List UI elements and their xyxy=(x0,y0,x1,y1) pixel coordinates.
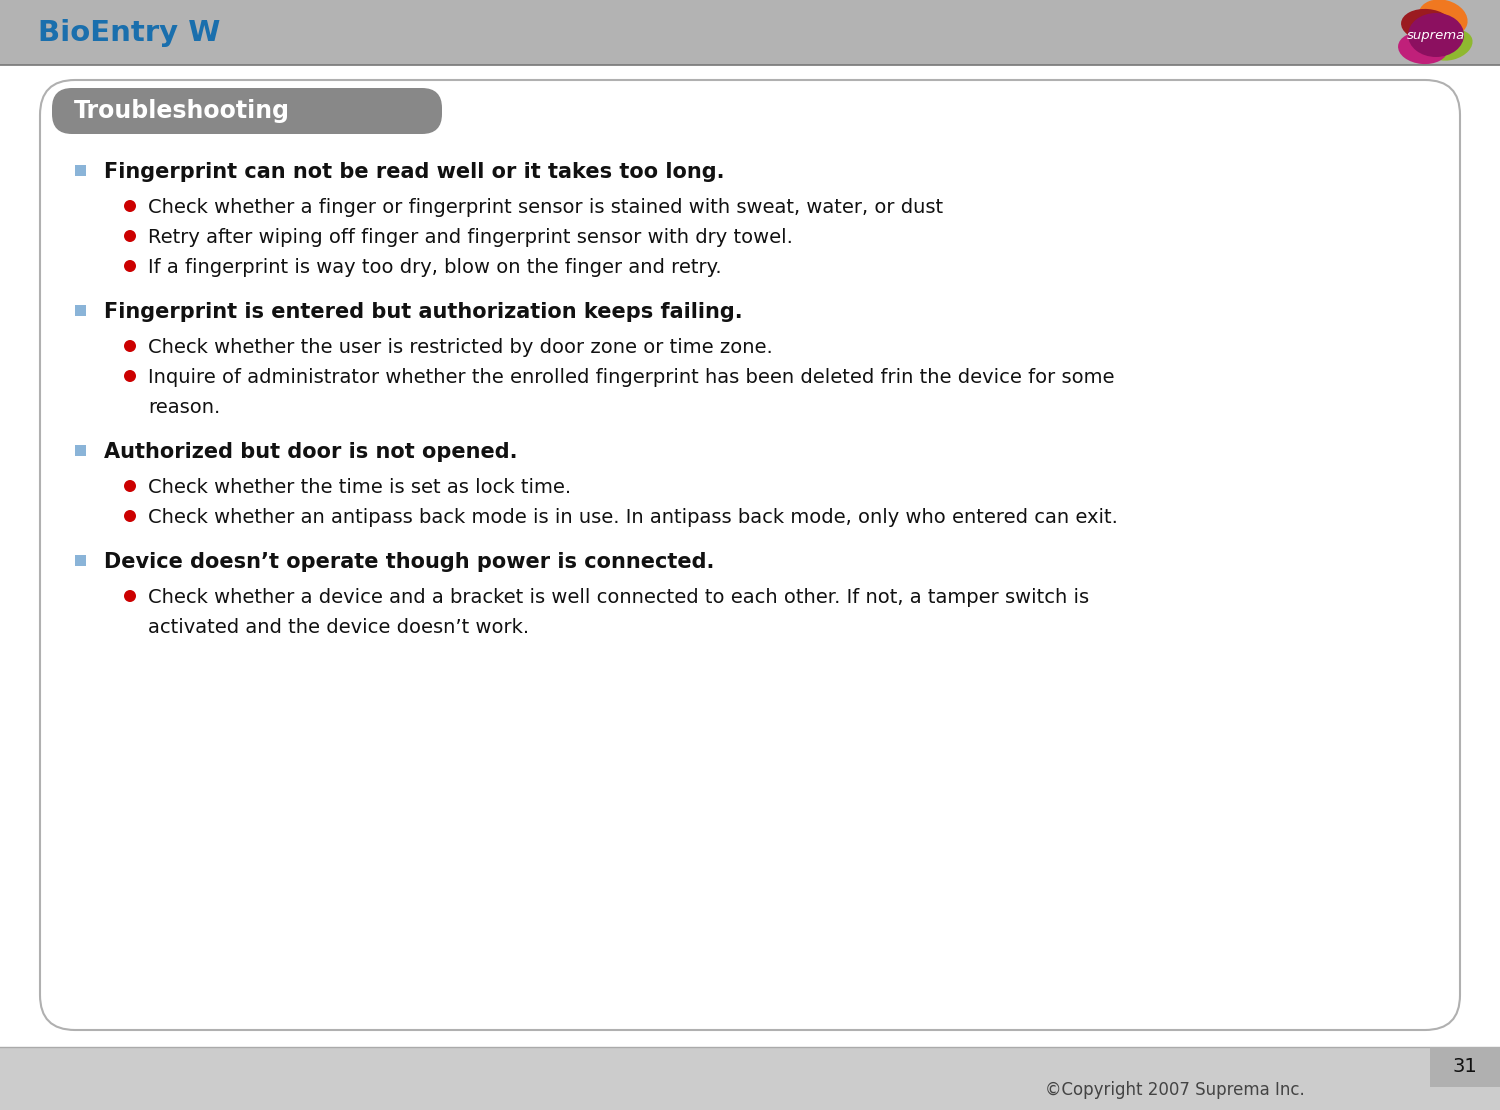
Text: Troubleshooting: Troubleshooting xyxy=(74,99,290,123)
Bar xyxy=(0,0,1500,65)
Ellipse shape xyxy=(1398,32,1447,64)
FancyBboxPatch shape xyxy=(40,80,1460,1030)
Bar xyxy=(1430,1047,1500,1087)
Text: Device doesn’t operate though power is connected.: Device doesn’t operate though power is c… xyxy=(104,552,714,572)
Text: Check whether the time is set as lock time.: Check whether the time is set as lock ti… xyxy=(148,478,572,497)
Text: BioEntry W: BioEntry W xyxy=(38,19,220,47)
Text: suprema: suprema xyxy=(1407,29,1466,41)
Bar xyxy=(75,165,86,176)
Text: Check whether a finger or fingerprint sensor is stained with sweat, water, or du: Check whether a finger or fingerprint se… xyxy=(148,198,944,216)
Text: Fingerprint can not be read well or it takes too long.: Fingerprint can not be read well or it t… xyxy=(104,162,724,182)
Text: Check whether an antipass back mode is in use. In antipass back mode, only who e: Check whether an antipass back mode is i… xyxy=(148,508,1118,527)
Circle shape xyxy=(124,200,136,212)
Circle shape xyxy=(124,509,136,522)
Bar xyxy=(0,1047,1500,1110)
Text: ©Copyright 2007 Suprema Inc.: ©Copyright 2007 Suprema Inc. xyxy=(1046,1081,1305,1099)
Text: Retry after wiping off finger and fingerprint sensor with dry towel.: Retry after wiping off finger and finger… xyxy=(148,228,794,248)
Text: Check whether a device and a bracket is well connected to each other. If not, a : Check whether a device and a bracket is … xyxy=(148,588,1089,607)
Text: If a fingerprint is way too dry, blow on the finger and retry.: If a fingerprint is way too dry, blow on… xyxy=(148,258,722,278)
FancyBboxPatch shape xyxy=(53,88,442,134)
Text: Authorized but door is not opened.: Authorized but door is not opened. xyxy=(104,442,518,462)
Circle shape xyxy=(124,480,136,492)
Circle shape xyxy=(124,370,136,382)
Text: reason.: reason. xyxy=(148,398,220,417)
Bar xyxy=(75,555,86,566)
Circle shape xyxy=(124,340,136,352)
Text: activated and the device doesn’t work.: activated and the device doesn’t work. xyxy=(148,618,530,637)
Circle shape xyxy=(124,591,136,602)
Circle shape xyxy=(124,230,136,242)
Ellipse shape xyxy=(1408,13,1464,57)
Text: Fingerprint is entered but authorization keeps failing.: Fingerprint is entered but authorization… xyxy=(104,302,742,322)
Bar xyxy=(75,305,86,316)
Text: 31: 31 xyxy=(1452,1058,1478,1077)
Bar xyxy=(75,445,86,456)
Circle shape xyxy=(124,260,136,272)
Text: Check whether the user is restricted by door zone or time zone.: Check whether the user is restricted by … xyxy=(148,339,772,357)
Ellipse shape xyxy=(1428,29,1473,61)
Text: Inquire of administrator whether the enrolled fingerprint has been deleted frin : Inquire of administrator whether the enr… xyxy=(148,369,1114,387)
Ellipse shape xyxy=(1419,0,1467,37)
Ellipse shape xyxy=(1401,9,1453,41)
